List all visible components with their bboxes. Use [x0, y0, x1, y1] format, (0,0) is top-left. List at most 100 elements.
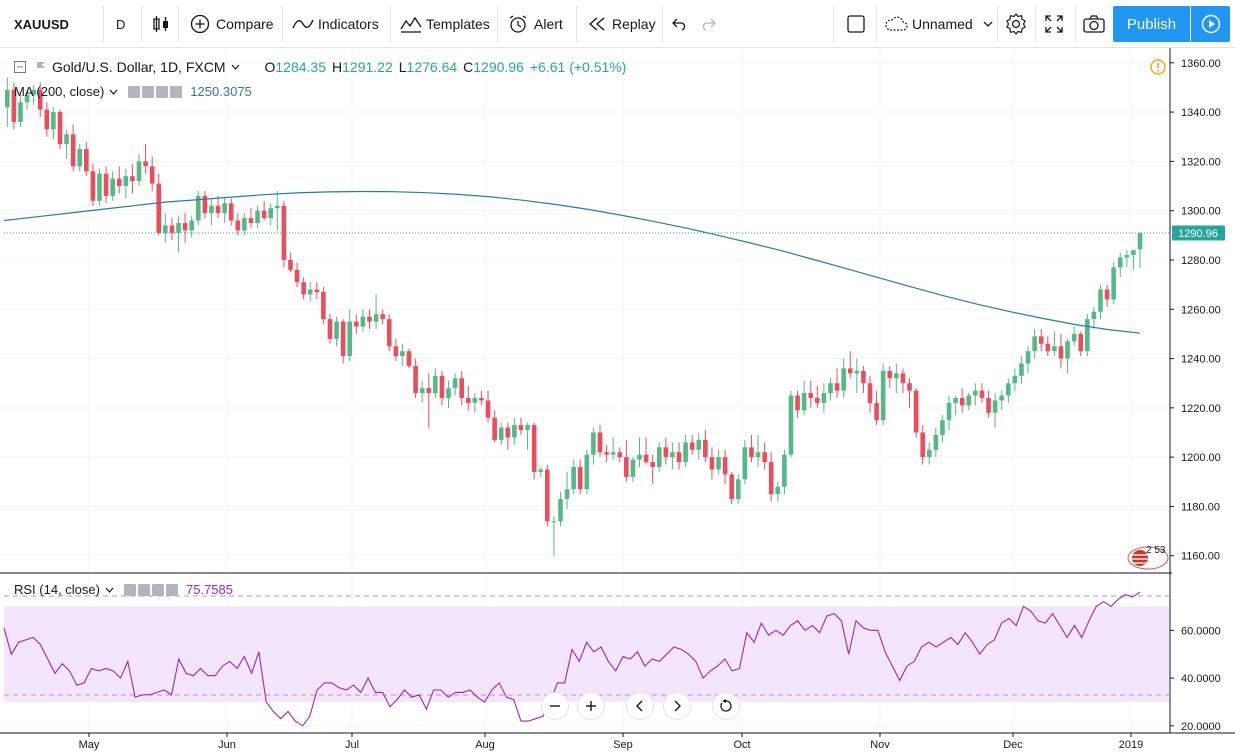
candle — [97, 168, 102, 206]
eye-icon[interactable] — [123, 583, 136, 596]
candle-body — [689, 442, 695, 450]
chevron-down-icon — [105, 587, 114, 593]
candle-style-icon[interactable] — [152, 8, 170, 40]
candle — [946, 395, 952, 431]
redo-icon[interactable] — [700, 8, 716, 40]
candle — [624, 439, 629, 482]
candle — [689, 434, 695, 455]
interval-button[interactable]: D — [116, 16, 126, 32]
cloud-icon — [885, 16, 908, 31]
candle — [959, 388, 965, 413]
price-tick-label: 1340.00 — [1181, 107, 1221, 119]
candle — [591, 427, 596, 465]
publish-button[interactable]: Publish — [1113, 6, 1190, 42]
zoom-out-button[interactable] — [541, 692, 569, 720]
candle — [940, 415, 945, 443]
candle-body — [505, 427, 511, 438]
candle-body — [577, 467, 583, 490]
time-axis: May Jun Jul Aug Sep Oct Nov Dec 2019 — [79, 733, 1143, 751]
last-price-tag: 1290.96 — [1172, 225, 1225, 241]
candle-body — [64, 134, 69, 145]
candle — [1091, 306, 1097, 329]
candle — [110, 171, 115, 201]
symbol-title[interactable]: Gold/U.S. Dollar, 1D, FXCM — [52, 59, 226, 75]
indicators-icon — [292, 19, 314, 29]
symbol-search[interactable]: XAUUSD — [14, 16, 69, 32]
close-icon[interactable] — [165, 583, 178, 596]
candle-body — [729, 474, 735, 500]
rsi-value: 75.7585 — [185, 582, 233, 597]
candle-body — [959, 398, 965, 406]
candle-body — [288, 259, 293, 270]
candle — [828, 378, 833, 401]
candle — [307, 282, 313, 302]
gear-icon[interactable] — [142, 85, 155, 98]
fullscreen-icon[interactable] — [1045, 8, 1063, 40]
candle — [1098, 284, 1103, 320]
layout-name: Unnamed — [912, 16, 973, 32]
flag-badge[interactable]: 2 53 — [1127, 545, 1169, 570]
rsi-label[interactable]: RSI (14, close) — [14, 582, 100, 597]
eye-icon[interactable] — [128, 85, 141, 98]
candle — [1071, 326, 1077, 347]
candle-body — [801, 393, 807, 411]
candle-body — [1131, 250, 1136, 256]
plus-icon[interactable] — [151, 583, 164, 596]
price-tick-label: 1200.00 — [1181, 452, 1221, 464]
layout-menu[interactable]: Unnamed — [884, 8, 993, 40]
candle — [51, 107, 56, 140]
plus-icon[interactable] — [156, 85, 169, 98]
candle — [716, 449, 721, 475]
candle-body — [966, 395, 972, 406]
candle-body — [294, 269, 300, 283]
candle-body — [195, 195, 201, 221]
alert-button[interactable]: Alert — [508, 8, 563, 40]
gear-icon[interactable] — [137, 583, 150, 596]
candle — [834, 368, 840, 398]
candle-body — [795, 395, 800, 411]
candle-body — [610, 452, 616, 455]
candle — [637, 437, 642, 468]
candle-body — [130, 176, 135, 182]
candle — [84, 141, 89, 177]
candle-body — [538, 469, 544, 472]
reset-chart-button[interactable] — [712, 692, 740, 720]
collapse-icon — [14, 61, 26, 73]
last-price-label: 1290.96 — [1178, 228, 1218, 240]
undo-icon[interactable] — [672, 8, 688, 40]
candle-body — [597, 432, 603, 453]
candle-body — [571, 467, 576, 490]
candle — [531, 422, 537, 480]
ma-label[interactable]: MA (200, close) — [14, 84, 105, 99]
candle-body — [663, 447, 669, 458]
price-tick-label: 1360.00 — [1181, 58, 1221, 70]
gear-icon[interactable] — [1005, 8, 1027, 40]
scroll-right-button[interactable] — [663, 692, 691, 720]
high-label: H — [332, 59, 343, 75]
play-icon[interactable] — [1191, 6, 1230, 42]
close-icon[interactable] — [170, 85, 183, 98]
warning-icon[interactable] — [1150, 59, 1166, 80]
price-chart[interactable]: 1360.00 1340.00 1320.00 1300.00 1280.00 1260.… — [0, 48, 1235, 755]
templates-button[interactable]: Templates — [400, 8, 490, 40]
camera-icon[interactable] — [1083, 8, 1105, 40]
candle-body — [643, 454, 649, 463]
candle-body — [788, 395, 794, 455]
toolbar-divider — [576, 6, 577, 42]
candle-body — [373, 314, 379, 322]
candle-body — [946, 402, 952, 421]
candle-body — [558, 499, 563, 522]
time-tick-label: Dec — [1003, 739, 1023, 751]
candle — [242, 213, 247, 236]
candle-body — [103, 173, 109, 196]
scroll-left-button[interactable] — [626, 692, 654, 720]
candle — [854, 358, 860, 394]
fullscreen-square-icon[interactable] — [846, 8, 866, 40]
price-tick-label: 1240.00 — [1181, 354, 1221, 366]
compare-button[interactable]: Compare — [190, 8, 274, 40]
replay-button[interactable]: Replay — [588, 8, 656, 40]
candle — [367, 309, 372, 329]
candle-body — [775, 486, 781, 495]
zoom-in-button[interactable] — [577, 692, 605, 720]
indicators-button[interactable]: Indicators — [292, 8, 379, 40]
